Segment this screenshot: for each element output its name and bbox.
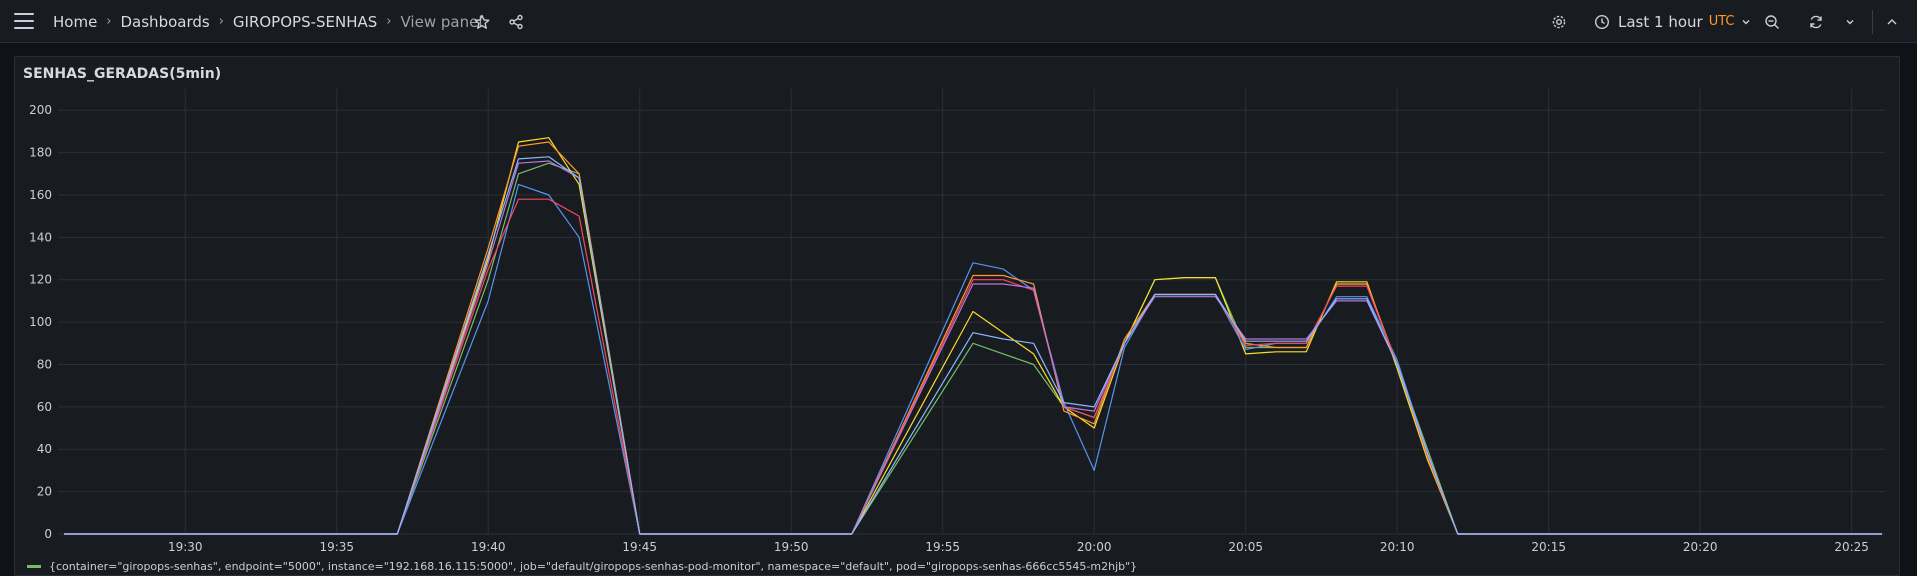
- legend: {container="giropops-senhas", endpoint="…: [27, 560, 1137, 573]
- x-tick-label: 20:10: [1380, 540, 1415, 554]
- graph-panel: SENHAS_GERADAS(5min) 0 20 40 60 80 100 120 140 1…: [14, 56, 1900, 576]
- x-tick-label: 19:35: [319, 540, 354, 554]
- top-navbar: Home › Dashboards › GIROPOPS-SENHAS › Vi…: [0, 0, 1917, 43]
- y-tick-label: 140: [29, 230, 52, 244]
- x-tick-label: 20:15: [1531, 540, 1566, 554]
- star-icon[interactable]: [471, 11, 493, 33]
- x-tick-label: 19:55: [925, 540, 960, 554]
- y-tick-label: 200: [29, 103, 52, 117]
- time-range-label: Last 1 hour: [1618, 12, 1703, 31]
- panel-title: SENHAS_GERADAS(5min): [23, 66, 222, 82]
- x-tick-label: 20:20: [1683, 540, 1718, 554]
- refresh-interval-chevron-icon[interactable]: [1839, 11, 1861, 33]
- legend-entry[interactable]: {container="giropops-senhas", endpoint="…: [49, 560, 1138, 573]
- breadcrumb-dashboards[interactable]: Dashboards: [120, 12, 210, 31]
- chevron-up-icon[interactable]: [1881, 11, 1903, 33]
- time-range-picker[interactable]: Last 1 hour UTC: [1618, 0, 1751, 43]
- breadcrumb: Home › Dashboards › GIROPOPS-SENHAS › Vi…: [53, 0, 482, 43]
- toolbar-divider: [1872, 10, 1873, 34]
- y-tick-label: 60: [37, 400, 52, 414]
- chevron-right-icon: ›: [386, 14, 392, 29]
- y-tick-label: 40: [37, 442, 52, 456]
- series-line-1[interactable]: [64, 137, 1882, 535]
- x-tick-label: 19:30: [168, 540, 203, 554]
- legend-swatch: [27, 565, 41, 568]
- series-line-5[interactable]: [64, 160, 1882, 535]
- y-tick-label: 20: [37, 485, 52, 499]
- y-tick-label: 180: [29, 146, 52, 160]
- y-tick-label: 120: [29, 273, 52, 287]
- chevron-down-icon: [1741, 13, 1751, 31]
- y-tick-label: 0: [44, 527, 52, 541]
- share-icon[interactable]: [505, 11, 527, 33]
- y-tick-label: 100: [29, 315, 52, 329]
- clock-icon[interactable]: [1591, 11, 1613, 33]
- gear-icon[interactable]: [1548, 11, 1570, 33]
- chevron-right-icon: ›: [106, 14, 112, 29]
- x-tick-label: 20:00: [1077, 540, 1112, 554]
- x-tick-label: 19:50: [774, 540, 809, 554]
- chevron-right-icon: ›: [218, 14, 224, 29]
- breadcrumb-dashboard[interactable]: GIROPOPS-SENHAS: [232, 12, 378, 31]
- refresh-icon[interactable]: [1805, 11, 1827, 33]
- y-tick-label: 160: [29, 188, 52, 202]
- series-line-4[interactable]: [64, 198, 1882, 535]
- x-tick-label: 19:45: [622, 540, 657, 554]
- time-series-chart[interactable]: 0 20 40 60 80 100 120 140 160 180 200 19:30 19:35 19:…: [15, 57, 1899, 557]
- timezone-label: UTC: [1708, 14, 1735, 29]
- breadcrumb-current: View panel: [400, 12, 483, 31]
- zoom-out-icon[interactable]: [1761, 11, 1783, 33]
- y-tick-label: 80: [37, 357, 52, 371]
- menu-icon[interactable]: [14, 13, 34, 29]
- breadcrumb-home[interactable]: Home: [53, 12, 98, 31]
- x-tick-label: 20:25: [1834, 540, 1869, 554]
- series-line-6[interactable]: [64, 156, 1882, 535]
- x-tick-label: 19:40: [471, 540, 506, 554]
- x-tick-label: 20:05: [1228, 540, 1263, 554]
